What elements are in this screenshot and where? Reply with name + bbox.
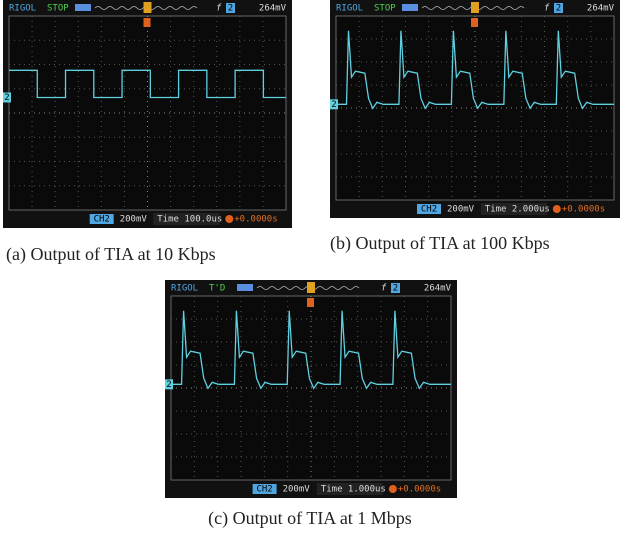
volts-div: 200mV [447, 205, 475, 215]
memory-bar [402, 4, 418, 11]
trigger-slope: f [381, 284, 387, 294]
volts-div: 200mV [120, 215, 148, 225]
trigger-marker [471, 18, 478, 27]
status: T'D [209, 284, 225, 294]
trigger-level: 264mV [259, 4, 287, 14]
figure-page: RIGOLSTOPf2264mV2CH2200mVTime 100.0us+0.… [0, 0, 620, 539]
trigger-pos [471, 2, 479, 13]
memory-bar [237, 284, 253, 291]
status: STOP [374, 4, 396, 14]
brand: RIGOL [336, 4, 363, 14]
caption: (c) Output of TIA at 1 Mbps [0, 506, 620, 531]
volts-div: 200mV [283, 485, 311, 495]
time-div: Time 1.000us [321, 485, 386, 495]
offset-icon [389, 485, 397, 493]
memory-bar [75, 4, 91, 11]
brand: RIGOL [171, 284, 198, 294]
trigger-source: 2 [393, 284, 398, 294]
status: STOP [47, 4, 69, 14]
channel-marker: 2 [331, 100, 336, 110]
trigger-level: 264mV [587, 4, 615, 14]
trigger-source: 2 [556, 4, 561, 14]
trigger-source: 2 [228, 4, 233, 14]
trigger-pos [144, 2, 152, 13]
channel: CH2 [94, 215, 110, 225]
grid-area [336, 16, 614, 200]
trigger-slope: f [544, 4, 550, 14]
trigger-slope: f [216, 4, 222, 14]
channel-marker: 2 [4, 93, 9, 103]
trigger-marker [144, 18, 151, 27]
trigger-offset: +0.0000s [562, 205, 605, 215]
brand: RIGOL [9, 4, 36, 14]
channel: CH2 [421, 205, 437, 215]
caption: (b) Output of TIA at 100 Kbps [330, 231, 620, 256]
time-div: Time 2.000us [485, 205, 550, 215]
trigger-pos [307, 282, 315, 293]
time-div: Time 100.0us [157, 215, 222, 225]
caption: (a) Output of TIA at 10 Kbps [6, 242, 216, 267]
trigger-offset: +0.0000s [234, 215, 277, 225]
channel-marker: 2 [166, 380, 171, 390]
trigger-offset: +0.0000s [398, 485, 441, 495]
trigger-level: 264mV [424, 284, 452, 294]
offset-icon [553, 205, 561, 213]
offset-icon [225, 215, 233, 223]
trigger-marker [307, 298, 314, 307]
channel: CH2 [256, 485, 272, 495]
